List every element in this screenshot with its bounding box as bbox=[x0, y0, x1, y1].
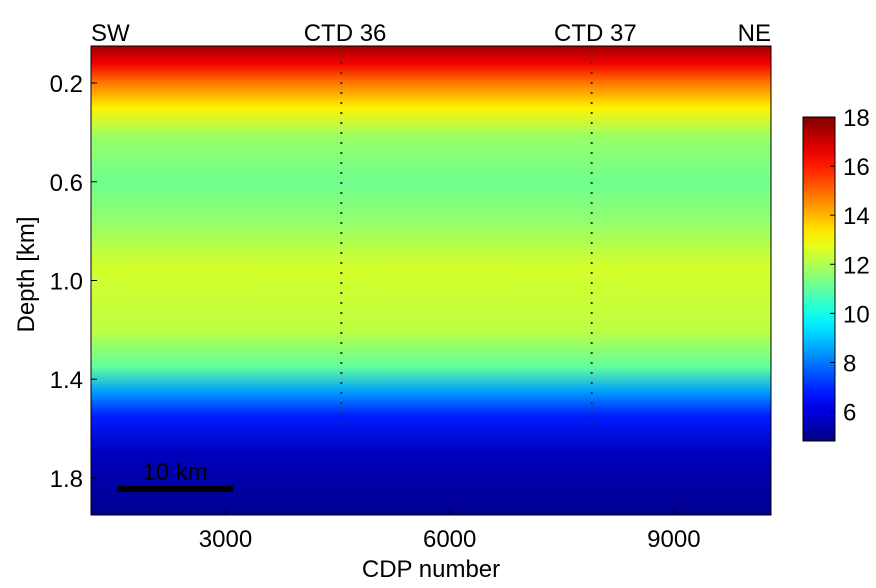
x-axis-label: CDP number bbox=[362, 556, 500, 583]
colorbar-tick-label: 14 bbox=[843, 203, 870, 230]
scale-bar-label: 10 km bbox=[142, 459, 207, 486]
top-label: CTD 36 bbox=[304, 20, 387, 47]
top-label: NE bbox=[738, 20, 771, 47]
colorbar-tick-label: 18 bbox=[843, 105, 870, 132]
y-tick-label: 1.4 bbox=[50, 367, 83, 394]
x-tick-label: 3000 bbox=[199, 526, 252, 553]
y-tick-label: 1.0 bbox=[50, 269, 83, 296]
colorbar bbox=[802, 116, 836, 442]
colorbar-tick-label: 10 bbox=[843, 301, 870, 328]
top-label: CTD 37 bbox=[554, 20, 637, 47]
top-label: SW bbox=[91, 20, 130, 47]
colorbar-tick-label: 8 bbox=[843, 350, 856, 377]
x-tick-label: 9000 bbox=[647, 526, 700, 553]
y-tick-label: 1.8 bbox=[50, 466, 83, 493]
y-axis-label: Depth [km] bbox=[13, 216, 40, 332]
colorbar-tick-label: 16 bbox=[843, 154, 870, 181]
colorbar-tick-label: 6 bbox=[843, 400, 856, 427]
x-tick-label: 6000 bbox=[423, 526, 476, 553]
y-tick-label: 0.2 bbox=[50, 71, 83, 98]
colorbar-tick-label: 12 bbox=[843, 252, 870, 279]
heatmap-field bbox=[91, 46, 771, 515]
y-tick-label: 0.6 bbox=[50, 170, 83, 197]
